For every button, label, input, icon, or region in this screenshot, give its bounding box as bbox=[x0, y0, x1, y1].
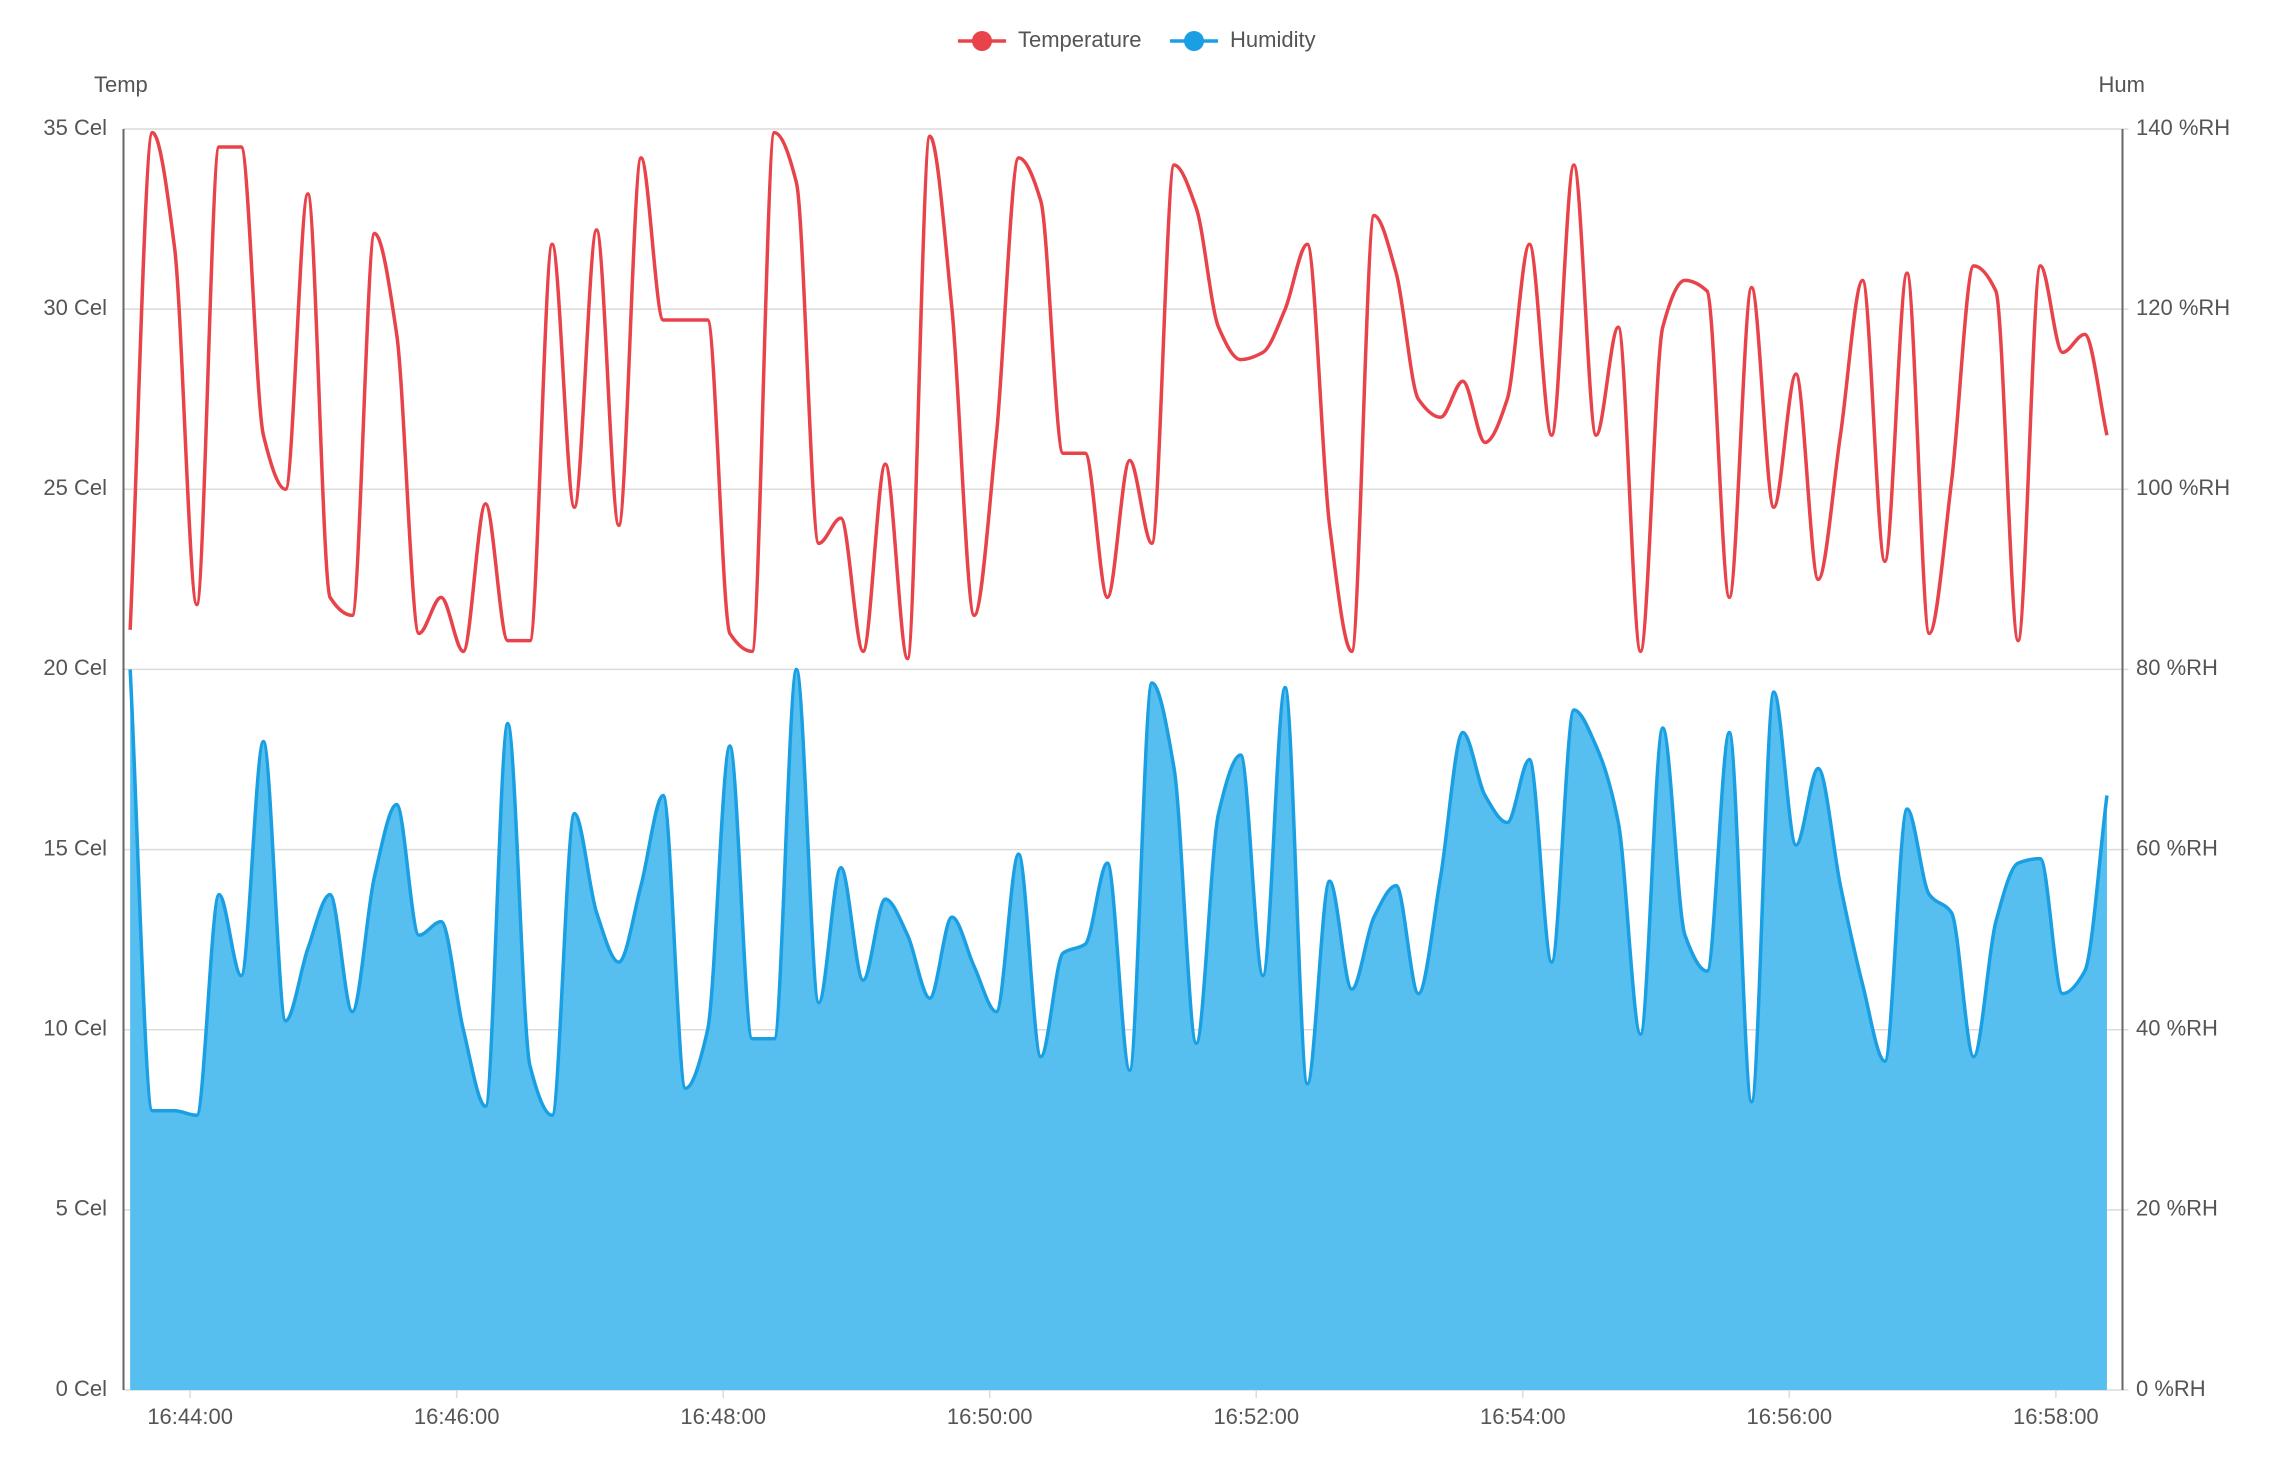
y2-axis-title: Hum bbox=[2099, 72, 2145, 97]
y-tick-label: 10 Cel bbox=[43, 1016, 107, 1041]
y2-tick-label: 120 %RH bbox=[2136, 295, 2230, 320]
y-tick-label: 20 Cel bbox=[43, 655, 107, 680]
x-tick-label: 16:44:00 bbox=[147, 1404, 233, 1429]
y-tick-label: 5 Cel bbox=[56, 1196, 107, 1221]
y2-tick-label: 0 %RH bbox=[2136, 1376, 2206, 1401]
area bbox=[130, 669, 2107, 1390]
x-tick-label: 16:52:00 bbox=[1213, 1404, 1299, 1429]
y2-tick-label: 140 %RH bbox=[2136, 115, 2230, 140]
line bbox=[128, 130, 2109, 661]
legend-label[interactable]: Temperature bbox=[1018, 27, 1142, 52]
y2-tick-label: 80 %RH bbox=[2136, 655, 2218, 680]
x-tick-label: 16:48:00 bbox=[680, 1404, 766, 1429]
y-tick-label: 35 Cel bbox=[43, 115, 107, 140]
legend-marker[interactable] bbox=[1184, 31, 1204, 51]
y2-tick-label: 40 %RH bbox=[2136, 1016, 2218, 1041]
x-tick-label: 16:50:00 bbox=[947, 1404, 1033, 1429]
y-axis-title: Temp bbox=[94, 72, 148, 97]
x-tick-label: 16:54:00 bbox=[1480, 1404, 1566, 1429]
y-tick-label: 15 Cel bbox=[43, 835, 107, 860]
legend-label[interactable]: Humidity bbox=[1230, 27, 1316, 52]
legend-marker[interactable] bbox=[972, 31, 992, 51]
y2-tick-label: 60 %RH bbox=[2136, 835, 2218, 860]
y-tick-label: 25 Cel bbox=[43, 475, 107, 500]
y2-tick-label: 20 %RH bbox=[2136, 1196, 2218, 1221]
line bbox=[128, 667, 2109, 1118]
x-tick-label: 16:46:00 bbox=[414, 1404, 500, 1429]
y2-tick-label: 100 %RH bbox=[2136, 475, 2230, 500]
x-tick-label: 16:56:00 bbox=[1747, 1404, 1833, 1429]
y-tick-label: 30 Cel bbox=[43, 295, 107, 320]
y-tick-label: 0 Cel bbox=[56, 1376, 107, 1401]
x-tick-label: 16:58:00 bbox=[2013, 1404, 2099, 1429]
